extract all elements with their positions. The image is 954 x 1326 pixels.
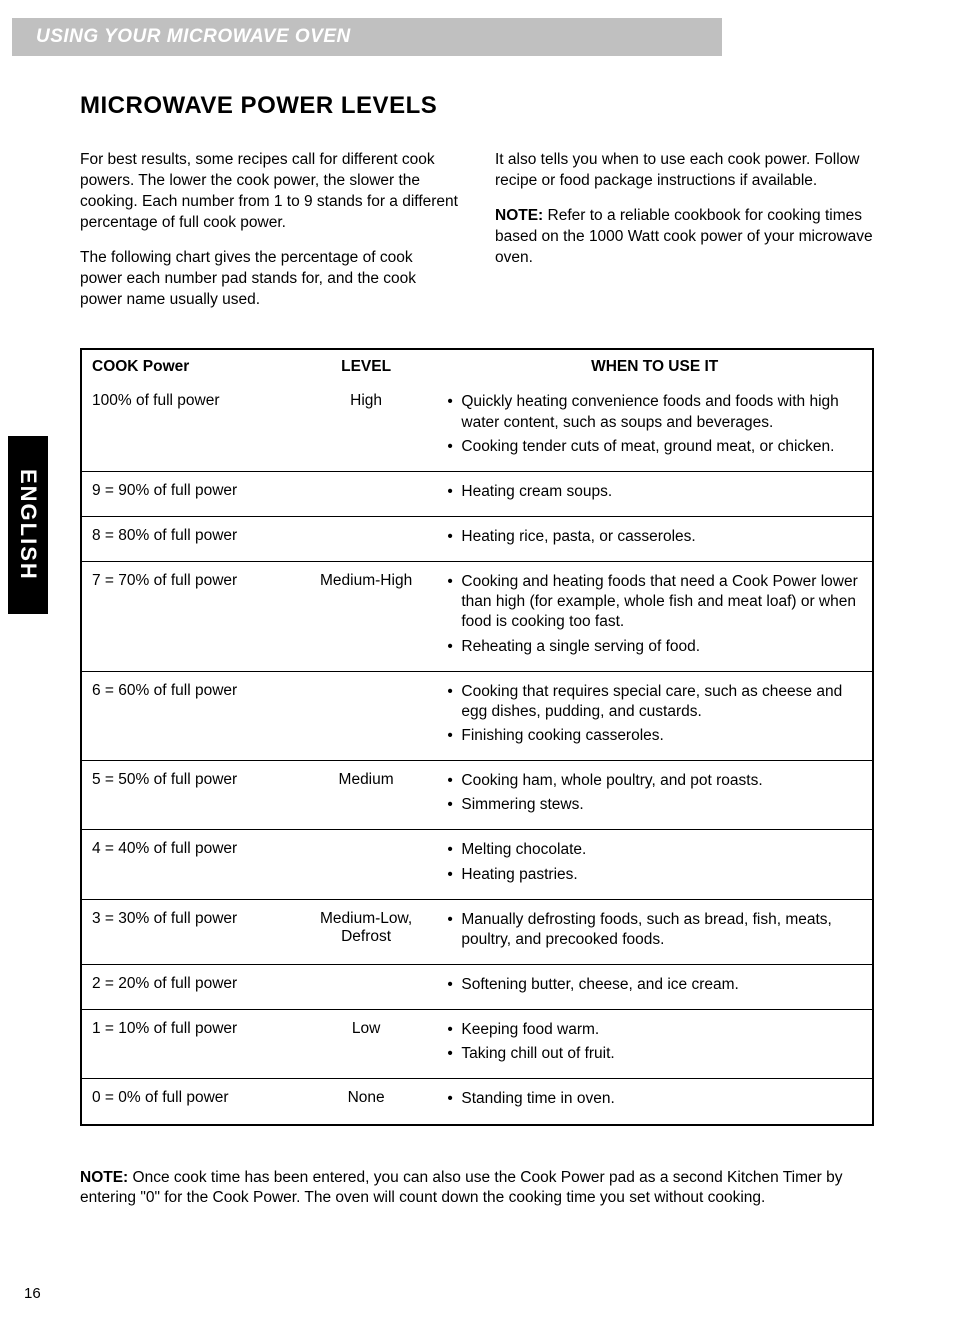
table-row: 100% of full powerHighQuickly heating co… — [81, 382, 873, 471]
when-item: Reheating a single serving of food. — [447, 637, 862, 657]
table-row: 9 = 90% of full power Heating cream soups… — [81, 471, 873, 516]
note-text: Refer to a reliable cookbook for cooking… — [495, 207, 873, 266]
intro-p3: It also tells you when to use each cook … — [495, 150, 874, 192]
cell-power: 9 = 90% of full power — [81, 471, 295, 516]
table-row: 0 = 0% of full powerNone Standing time i… — [81, 1079, 873, 1125]
page: USING YOUR MICROWAVE OVEN ENGLISH MICROW… — [0, 18, 954, 1326]
cell-when: Cooking that requires special care, such… — [437, 671, 873, 760]
th-when: WHEN TO USE IT — [437, 349, 873, 382]
cell-when: Melting chocolate. Heating pastries. — [437, 830, 873, 899]
when-item: Heating pastries. — [447, 865, 862, 885]
intro-p2: The following chart gives the percentage… — [80, 248, 459, 311]
th-power: COOK Power — [81, 349, 295, 382]
when-item: Softening butter, cheese, and ice cream. — [447, 975, 862, 995]
when-item: Heating rice, pasta, or casseroles. — [447, 527, 862, 547]
cell-power: 8 = 80% of full power — [81, 517, 295, 562]
cell-when: Manually defrosting foods, such as bread… — [437, 899, 873, 964]
language-tab: ENGLISH — [8, 436, 48, 614]
footer-note-text: Once cook time has been entered, you can… — [80, 1169, 843, 1207]
table-row: 2 = 20% of full power Softening butter, c… — [81, 964, 873, 1009]
when-item: Cooking ham, whole poultry, and pot roas… — [447, 771, 862, 791]
language-tab-text: ENGLISH — [15, 469, 41, 581]
footer-note: NOTE: Once cook time has been entered, y… — [80, 1168, 874, 1210]
cell-level: Medium-High — [295, 562, 438, 672]
cell-level — [295, 964, 438, 1009]
table-row: 7 = 70% of full powerMedium-HighCooking … — [81, 562, 873, 672]
cell-power: 0 = 0% of full power — [81, 1079, 295, 1125]
cell-level: Low — [295, 1010, 438, 1079]
when-item: Simmering stews. — [447, 795, 862, 815]
when-item: Finishing cooking casseroles. — [447, 726, 862, 746]
cell-power: 1 = 10% of full power — [81, 1010, 295, 1079]
cell-power: 100% of full power — [81, 382, 295, 471]
when-item: Keeping food warm. — [447, 1020, 862, 1040]
cell-power: 7 = 70% of full power — [81, 562, 295, 672]
when-item: Melting chocolate. — [447, 840, 862, 860]
table-row: 6 = 60% of full power Cooking that requir… — [81, 671, 873, 760]
when-item: Heating cream soups. — [447, 482, 862, 502]
table-row: 1 = 10% of full powerLowKeeping food war… — [81, 1010, 873, 1079]
cell-level: Medium — [295, 761, 438, 830]
footer-note-label: NOTE: — [80, 1169, 128, 1186]
table-row: 8 = 80% of full power Heating rice, pasta… — [81, 517, 873, 562]
when-item: Manually defrosting foods, such as bread… — [447, 910, 862, 950]
cell-when: Heating cream soups. — [437, 471, 873, 516]
cell-when: Keeping food warm. Taking chill out of fr… — [437, 1010, 873, 1079]
when-item: Cooking that requires special care, such… — [447, 682, 862, 722]
note-label: NOTE: — [495, 207, 543, 224]
page-heading: MICROWAVE POWER LEVELS — [80, 92, 874, 120]
intro-left-col: For best results, some recipes call for … — [80, 150, 459, 324]
table-row: 4 = 40% of full power Melting chocolate. H… — [81, 830, 873, 899]
cell-when: Heating rice, pasta, or casseroles. — [437, 517, 873, 562]
table-body: 100% of full powerHighQuickly heating co… — [81, 382, 873, 1124]
cell-when: Standing time in oven. — [437, 1079, 873, 1125]
page-number: 16 — [24, 1285, 41, 1302]
table-row: 3 = 30% of full powerMedium-Low, Defrost… — [81, 899, 873, 964]
section-banner: USING YOUR MICROWAVE OVEN — [12, 18, 722, 56]
intro-right-col: It also tells you when to use each cook … — [495, 150, 874, 324]
intro-note: NOTE: Refer to a reliable cookbook for c… — [495, 206, 874, 269]
cell-power: 4 = 40% of full power — [81, 830, 295, 899]
power-levels-table: COOK Power LEVEL WHEN TO USE IT 100% of … — [80, 348, 874, 1125]
when-item: Taking chill out of fruit. — [447, 1044, 862, 1064]
cell-level — [295, 830, 438, 899]
cell-level: Medium-Low, Defrost — [295, 899, 438, 964]
banner-title: USING YOUR MICROWAVE OVEN — [36, 26, 351, 48]
cell-level: None — [295, 1079, 438, 1125]
cell-power: 3 = 30% of full power — [81, 899, 295, 964]
when-item: Standing time in oven. — [447, 1089, 862, 1109]
when-item: Cooking tender cuts of meat, ground meat… — [447, 437, 862, 457]
content-area: MICROWAVE POWER LEVELS For best results,… — [0, 56, 954, 1209]
when-item: Cooking and heating foods that need a Co… — [447, 572, 862, 632]
table-row: 5 = 50% of full powerMedium Cooking ham, … — [81, 761, 873, 830]
cell-power: 6 = 60% of full power — [81, 671, 295, 760]
cell-level — [295, 671, 438, 760]
table-header-row: COOK Power LEVEL WHEN TO USE IT — [81, 349, 873, 382]
intro-p1: For best results, some recipes call for … — [80, 150, 459, 234]
when-item: Quickly heating convenience foods and fo… — [447, 392, 862, 432]
intro-columns: For best results, some recipes call for … — [80, 150, 874, 324]
cell-when: Cooking ham, whole poultry, and pot roas… — [437, 761, 873, 830]
cell-power: 5 = 50% of full power — [81, 761, 295, 830]
cell-when: Softening butter, cheese, and ice cream. — [437, 964, 873, 1009]
cell-level — [295, 471, 438, 516]
cell-power: 2 = 20% of full power — [81, 964, 295, 1009]
th-level: LEVEL — [295, 349, 438, 382]
cell-level: High — [295, 382, 438, 471]
cell-when: Cooking and heating foods that need a Co… — [437, 562, 873, 672]
cell-when: Quickly heating convenience foods and fo… — [437, 382, 873, 471]
cell-level — [295, 517, 438, 562]
